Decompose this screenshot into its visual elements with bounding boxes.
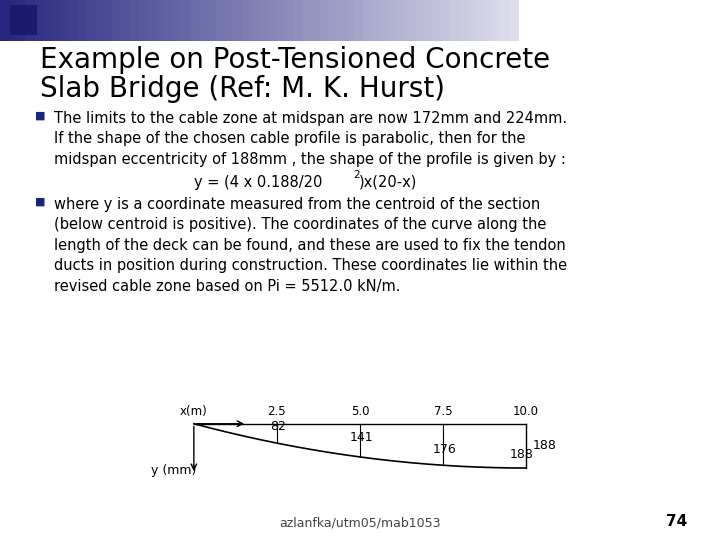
Text: x(m): x(m) (180, 406, 208, 419)
Text: Slab Bridge (Ref: M. K. Hurst): Slab Bridge (Ref: M. K. Hurst) (40, 75, 445, 103)
Text: ducts in position during construction. These coordinates lie within the: ducts in position during construction. T… (54, 259, 567, 273)
Text: 74: 74 (666, 514, 688, 529)
Text: 7.5: 7.5 (433, 406, 452, 419)
Text: If the shape of the chosen cable profile is parabolic, then for the: If the shape of the chosen cable profile… (54, 131, 526, 146)
Text: 82: 82 (270, 420, 286, 433)
Text: ■: ■ (35, 197, 45, 207)
Text: 141: 141 (350, 431, 374, 444)
Text: 188: 188 (510, 448, 534, 461)
Text: revised cable zone based on Pi = 5512.0 kN/m.: revised cable zone based on Pi = 5512.0 … (54, 279, 400, 294)
Text: Example on Post-Tensioned Concrete: Example on Post-Tensioned Concrete (40, 46, 550, 74)
Text: azlanfka/utm05/mab1053: azlanfka/utm05/mab1053 (279, 516, 441, 529)
Text: 10.0: 10.0 (513, 406, 539, 419)
Text: ■: ■ (35, 111, 45, 121)
Text: 2.5: 2.5 (268, 406, 287, 419)
Text: (below centroid is positive). The coordinates of the curve along the: (below centroid is positive). The coordi… (54, 218, 546, 232)
Text: where y is a coordinate measured from the centroid of the section: where y is a coordinate measured from th… (54, 197, 540, 212)
Text: 188: 188 (533, 440, 557, 453)
Text: The limits to the cable zone at midspan are now 172mm and 224mm.: The limits to the cable zone at midspan … (54, 111, 567, 126)
Text: 2: 2 (353, 170, 359, 180)
Text: y (mm): y (mm) (150, 464, 196, 477)
Text: 176: 176 (433, 443, 457, 456)
Text: midspan eccentricity of 188mm , the shape of the profile is given by :: midspan eccentricity of 188mm , the shap… (54, 152, 566, 167)
Text: length of the deck can be found, and these are used to fix the tendon: length of the deck can be found, and the… (54, 238, 566, 253)
Text: )x(20-x): )x(20-x) (359, 175, 417, 190)
Text: 5.0: 5.0 (351, 406, 369, 419)
Text: y = (4 x 0.188/20: y = (4 x 0.188/20 (194, 175, 323, 190)
